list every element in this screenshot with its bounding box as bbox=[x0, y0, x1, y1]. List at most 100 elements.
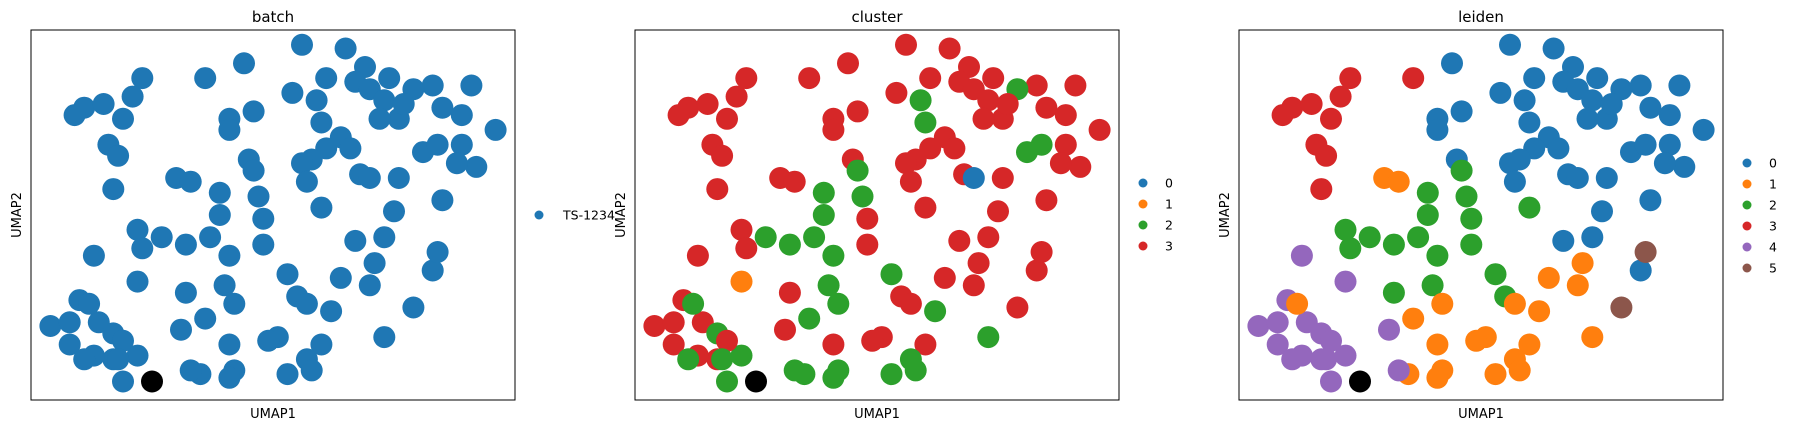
scatter-point bbox=[662, 311, 685, 334]
scatter-point bbox=[58, 333, 81, 356]
scatter-point bbox=[276, 263, 299, 286]
scatter-point bbox=[977, 89, 1000, 112]
scatter-point bbox=[194, 67, 217, 90]
scatter-point bbox=[1290, 244, 1313, 267]
scatter-point bbox=[846, 159, 869, 182]
scatter-point bbox=[63, 104, 86, 127]
scatter-point bbox=[421, 259, 444, 282]
scatter-point bbox=[213, 274, 236, 297]
scatter-point bbox=[218, 118, 241, 141]
scatter-point bbox=[1271, 104, 1294, 127]
scatter-point bbox=[368, 107, 391, 130]
scatter-point bbox=[150, 226, 173, 249]
scatter-point bbox=[247, 185, 270, 208]
scatter-point bbox=[1421, 274, 1444, 297]
scatter-point bbox=[107, 348, 130, 371]
scatter-point bbox=[991, 167, 1014, 189]
scatter-point bbox=[1489, 81, 1512, 104]
y-axis-label: UMAP2 bbox=[614, 192, 629, 238]
scatter-point bbox=[987, 200, 1009, 223]
scatter-point bbox=[1523, 67, 1546, 90]
scatter-point bbox=[1634, 133, 1657, 156]
scatter-point bbox=[1339, 237, 1362, 260]
x-axis-label: UMAP1 bbox=[854, 407, 900, 422]
scatter-point bbox=[798, 307, 821, 330]
scatter-point bbox=[1382, 281, 1405, 304]
scatter-point bbox=[1025, 259, 1048, 282]
scatter-point bbox=[291, 152, 313, 175]
y-axis-label: UMAP2 bbox=[1218, 192, 1233, 238]
scatter-point bbox=[1247, 315, 1270, 337]
scatter-point bbox=[1049, 152, 1072, 175]
scatter-point bbox=[276, 363, 299, 386]
scatter-point bbox=[1581, 226, 1604, 249]
scatter-point bbox=[643, 315, 666, 337]
scatter-point bbox=[208, 204, 231, 226]
scatter-point bbox=[344, 229, 367, 252]
scatter-point bbox=[837, 52, 859, 75]
scatter-point bbox=[199, 226, 222, 249]
scatter-point bbox=[1310, 178, 1333, 201]
scatter-point bbox=[880, 263, 903, 286]
scatter-point bbox=[1581, 326, 1604, 349]
scatter-point bbox=[170, 318, 192, 341]
panel-title: batch bbox=[252, 8, 294, 26]
scatter-point bbox=[373, 89, 396, 112]
scatter-point bbox=[426, 133, 449, 156]
scatter-point bbox=[774, 318, 796, 341]
scatter-point bbox=[1426, 333, 1449, 356]
scatter-point bbox=[421, 74, 444, 97]
scatter-point bbox=[73, 348, 96, 371]
legend-marker bbox=[1742, 200, 1752, 210]
scatter-point bbox=[387, 167, 410, 189]
scatter-point bbox=[1460, 207, 1483, 230]
scatter-point bbox=[730, 344, 753, 367]
scatter-point bbox=[1513, 89, 1536, 112]
scatter-point bbox=[1586, 67, 1609, 90]
scatter-point bbox=[861, 329, 884, 352]
legend-marker bbox=[1138, 220, 1148, 230]
scatter-point bbox=[1653, 152, 1676, 175]
scatter-point bbox=[218, 366, 241, 389]
scatter-point bbox=[1266, 333, 1289, 356]
scatter-point bbox=[1334, 270, 1357, 293]
plot-frame bbox=[634, 29, 1120, 401]
scatter-point bbox=[1673, 155, 1696, 178]
scatter-point bbox=[885, 81, 908, 104]
scatter-point bbox=[1339, 67, 1362, 90]
scatter-point bbox=[1035, 189, 1058, 212]
scatter-point bbox=[1460, 233, 1483, 256]
y-axis-label: UMAP2 bbox=[10, 192, 25, 238]
legend-label: 2 bbox=[1165, 218, 1173, 233]
scatter-point bbox=[1358, 226, 1381, 249]
scatter-point bbox=[735, 237, 758, 260]
scatter-point bbox=[1320, 107, 1342, 130]
scatter-point bbox=[1054, 133, 1077, 156]
scatter-point bbox=[1595, 167, 1618, 189]
scatter-point bbox=[1518, 111, 1541, 134]
scatter-point bbox=[1378, 318, 1400, 341]
scatter-points bbox=[643, 33, 1111, 393]
scatter-point bbox=[1528, 300, 1551, 323]
scatter-point bbox=[426, 241, 449, 263]
legend-label: 0 bbox=[1769, 156, 1777, 171]
legend-marker bbox=[1138, 199, 1148, 209]
scatter-point bbox=[1006, 296, 1029, 319]
scatter-point bbox=[716, 329, 738, 352]
scatter-point bbox=[677, 348, 700, 371]
scatter-point bbox=[1431, 292, 1454, 315]
x-axis-label: UMAP1 bbox=[250, 407, 296, 422]
scatter-point bbox=[310, 333, 333, 356]
scatter-point bbox=[179, 170, 202, 193]
scatter-point bbox=[1382, 233, 1405, 256]
scatter-point bbox=[827, 292, 850, 315]
scatter-point bbox=[1064, 74, 1087, 97]
scatter-point bbox=[662, 333, 685, 356]
scatter-point bbox=[1499, 152, 1521, 175]
scatter-point bbox=[1320, 329, 1342, 352]
scatter-point bbox=[112, 107, 134, 130]
scatter-point bbox=[711, 144, 734, 167]
scatter-point bbox=[1088, 118, 1111, 141]
scatter-point bbox=[822, 366, 845, 389]
